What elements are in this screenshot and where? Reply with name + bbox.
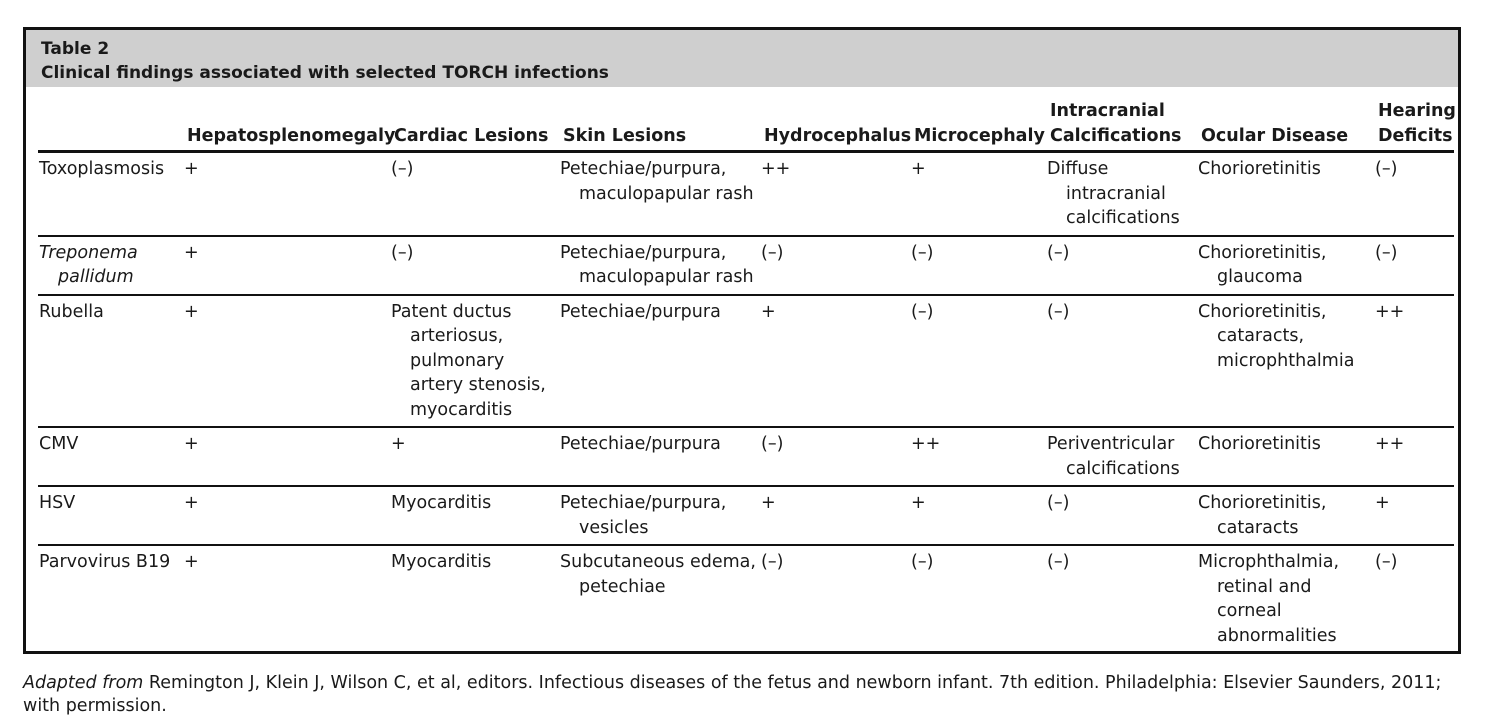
table-row: Toxoplasmosis + (–) Petechiae/purpura, macu… <box>38 152 1454 236</box>
footnote-text: Remington J, Klein J, Wilson C, et al, e… <box>23 673 1442 716</box>
table-cell: + <box>910 485 1046 545</box>
table-cell: Petechiae/purpura, vesicles <box>559 485 760 545</box>
table-cell: (–) <box>1375 159 1398 179</box>
table-cell: ++ <box>1374 426 1454 486</box>
table-label: Table 2 <box>41 39 110 59</box>
table-cell: Chorioretinitis, cataracts <box>1197 485 1374 545</box>
table-cell: Chorioretinitis <box>1198 159 1321 179</box>
table-cell: + <box>760 485 910 545</box>
column-header: Hearing Deficits <box>1374 99 1456 153</box>
table-cell: ++ <box>761 159 791 179</box>
infection-name: HSV <box>38 485 183 545</box>
table-cell: (–) <box>910 234 1046 295</box>
column-header: Skin Lesions <box>559 99 760 153</box>
table-cell: Diffuse intracranial calcifications <box>1047 159 1180 228</box>
table-body: Toxoplasmosis + (–) Petechiae/purpura, macu… <box>38 152 1454 652</box>
footnote-lead: Adapted from <box>23 673 144 693</box>
table-cell: Myocarditis <box>390 544 559 652</box>
table-row: CMV + + Petechiae/purpura (–) ++ Periventricul… <box>38 426 1454 486</box>
infection-name: Parvovirus B19 <box>38 544 183 652</box>
table-row: Treponema pallidum + (–) Petechiae/purpura,… <box>38 234 1454 295</box>
table-cell: + <box>183 485 390 545</box>
table-cell: + <box>760 293 910 427</box>
table-cell: ++ <box>1374 293 1454 427</box>
table-cell: + <box>183 544 390 652</box>
table-cell: Petechiae/purpura <box>559 293 760 427</box>
table-cell: Chorioretinitis, cataracts, microphthalm… <box>1197 293 1374 427</box>
table-cell: (–) <box>1046 234 1197 295</box>
table-cell: (–) <box>760 234 910 295</box>
table-cell: (–) <box>390 234 559 295</box>
table-cell: (–) <box>760 544 910 652</box>
table-title: Clinical findings associated with select… <box>41 63 609 83</box>
table-cell: Patent ductus arteriosus, pulmonary arte… <box>390 293 559 427</box>
table-cell: ++ <box>910 426 1046 486</box>
table-cell: Microphthalmia, retinal and corneal abno… <box>1197 544 1374 652</box>
table-cell: (–) <box>1374 544 1454 652</box>
column-header: Ocular Disease <box>1197 99 1374 153</box>
table-cell: (–) <box>1046 293 1197 427</box>
table-cell: (–) <box>391 159 414 179</box>
infection-name: Rubella <box>38 293 183 427</box>
column-header: Cardiac Lesions <box>390 99 559 153</box>
table-cell: Petechiae/purpura, maculopapular rash <box>559 234 760 295</box>
table-cell: + <box>1374 485 1454 545</box>
table-cell: (–) <box>910 544 1046 652</box>
infection-name: Treponema pallidum <box>38 234 183 295</box>
findings-table: Hepatosplenomegaly Cardiac Lesions Skin … <box>38 99 1456 652</box>
table-cell: (–) <box>1046 544 1197 652</box>
table-header-row: Hepatosplenomegaly Cardiac Lesions Skin … <box>38 99 1456 153</box>
table-cell: Subcutaneous edema, petechiae <box>559 544 760 652</box>
table-cell: (–) <box>760 426 910 486</box>
column-header <box>38 99 183 153</box>
table-cell: + <box>911 159 926 179</box>
column-header: Hepatosplenomegaly <box>183 99 395 153</box>
table-cell: (–) <box>1374 234 1454 295</box>
table-cell: + <box>183 234 390 295</box>
table-row: Rubella + Patent ductus arteriosus, pulmon… <box>38 293 1454 427</box>
table-row: HSV + Myocarditis Petechiae/purpura, vesicl… <box>38 485 1454 545</box>
infection-name: Toxoplasmosis <box>39 159 165 179</box>
table-cell: + <box>183 293 390 427</box>
table-cell: + <box>183 426 390 486</box>
table-cell: Petechiae/purpura, maculopapular rash <box>560 159 754 204</box>
column-header: Microcephaly <box>910 99 1046 153</box>
table-cell: Chorioretinitis <box>1197 426 1374 486</box>
column-header: Hydrocephalus <box>760 99 911 153</box>
table-cell: Periventricular calcifications <box>1046 426 1197 486</box>
table-caption: Table 2 Clinical findings associated wit… <box>26 30 1458 87</box>
table-cell: + <box>390 426 559 486</box>
table-cell: (–) <box>1046 485 1197 545</box>
table-cell: Chorioretinitis, glaucoma <box>1197 234 1374 295</box>
table-cell: Petechiae/purpura <box>559 426 760 486</box>
table-cell: (–) <box>910 293 1046 427</box>
infection-name: CMV <box>38 426 183 486</box>
table-frame: Table 2 Clinical findings associated wit… <box>23 27 1461 654</box>
table-cell: Myocarditis <box>390 485 559 545</box>
table-row: Parvovirus B19 + Myocarditis Subcutaneous e… <box>38 544 1454 652</box>
footnote: Adapted from Remington J, Klein J, Wilso… <box>23 672 1468 718</box>
column-header: Intracranial Calcifications <box>1046 99 1197 153</box>
table-cell: + <box>184 159 199 179</box>
